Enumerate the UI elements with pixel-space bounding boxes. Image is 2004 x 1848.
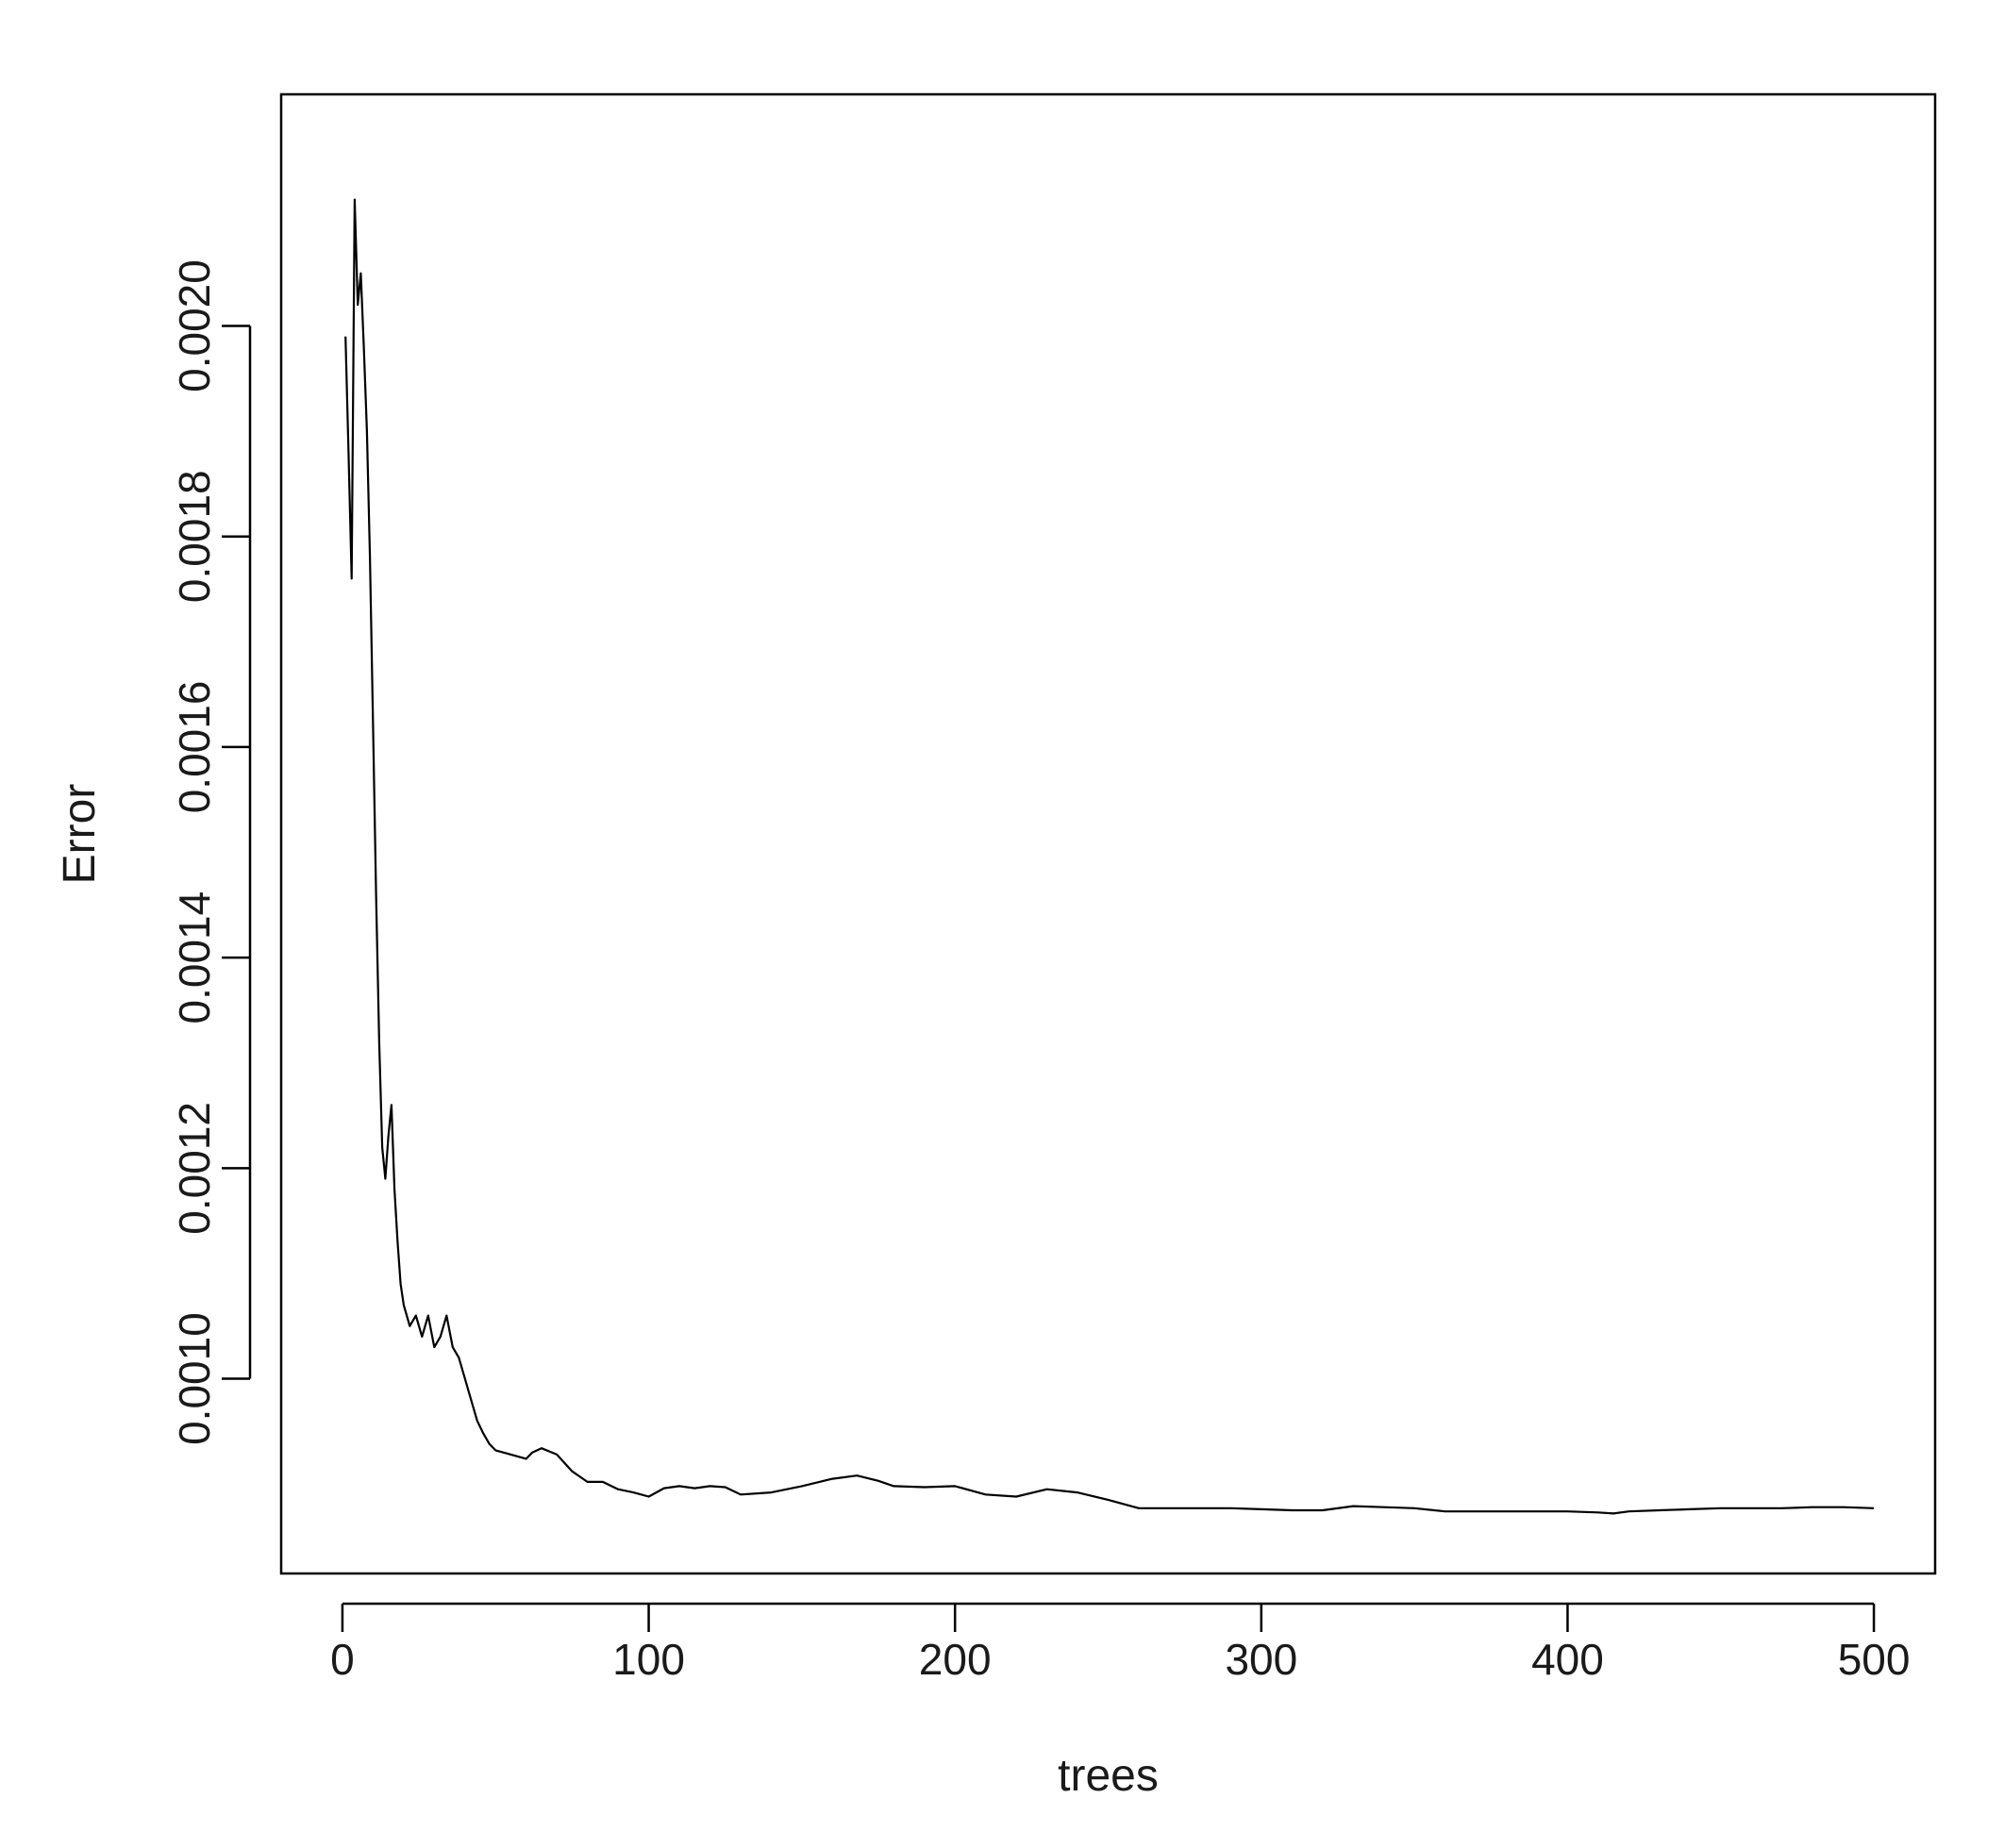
x-tick-label: 500 (1838, 1635, 1911, 1684)
x-axis: 0 100 200 300 400 500 (330, 1602, 1911, 1684)
y-tick-label: 0.0012 (170, 1102, 219, 1235)
y-tick-label: 0.0016 (170, 681, 219, 814)
error-series-line (344, 198, 1875, 1515)
x-tick-label: 200 (919, 1635, 992, 1684)
y-tick-label: 0.0010 (170, 1312, 219, 1445)
x-tick-label: 300 (1225, 1635, 1297, 1684)
x-tick-label: 0 (330, 1635, 355, 1684)
y-tick-label: 0.0014 (170, 891, 219, 1024)
y-axis-title: Error (55, 784, 105, 885)
y-tick-label: 0.0018 (170, 470, 219, 603)
x-tick-label: 100 (612, 1635, 685, 1684)
plot-frame (279, 92, 1937, 1575)
y-tick-label: 0.0020 (170, 259, 219, 392)
x-axis-title: trees (1058, 1751, 1159, 1801)
y-axis: 0.0010 0.0012 0.0014 0.0016 0.0018 0.0020 (170, 259, 252, 1445)
series-layer (344, 198, 1875, 1515)
x-tick-label: 400 (1531, 1635, 1604, 1684)
